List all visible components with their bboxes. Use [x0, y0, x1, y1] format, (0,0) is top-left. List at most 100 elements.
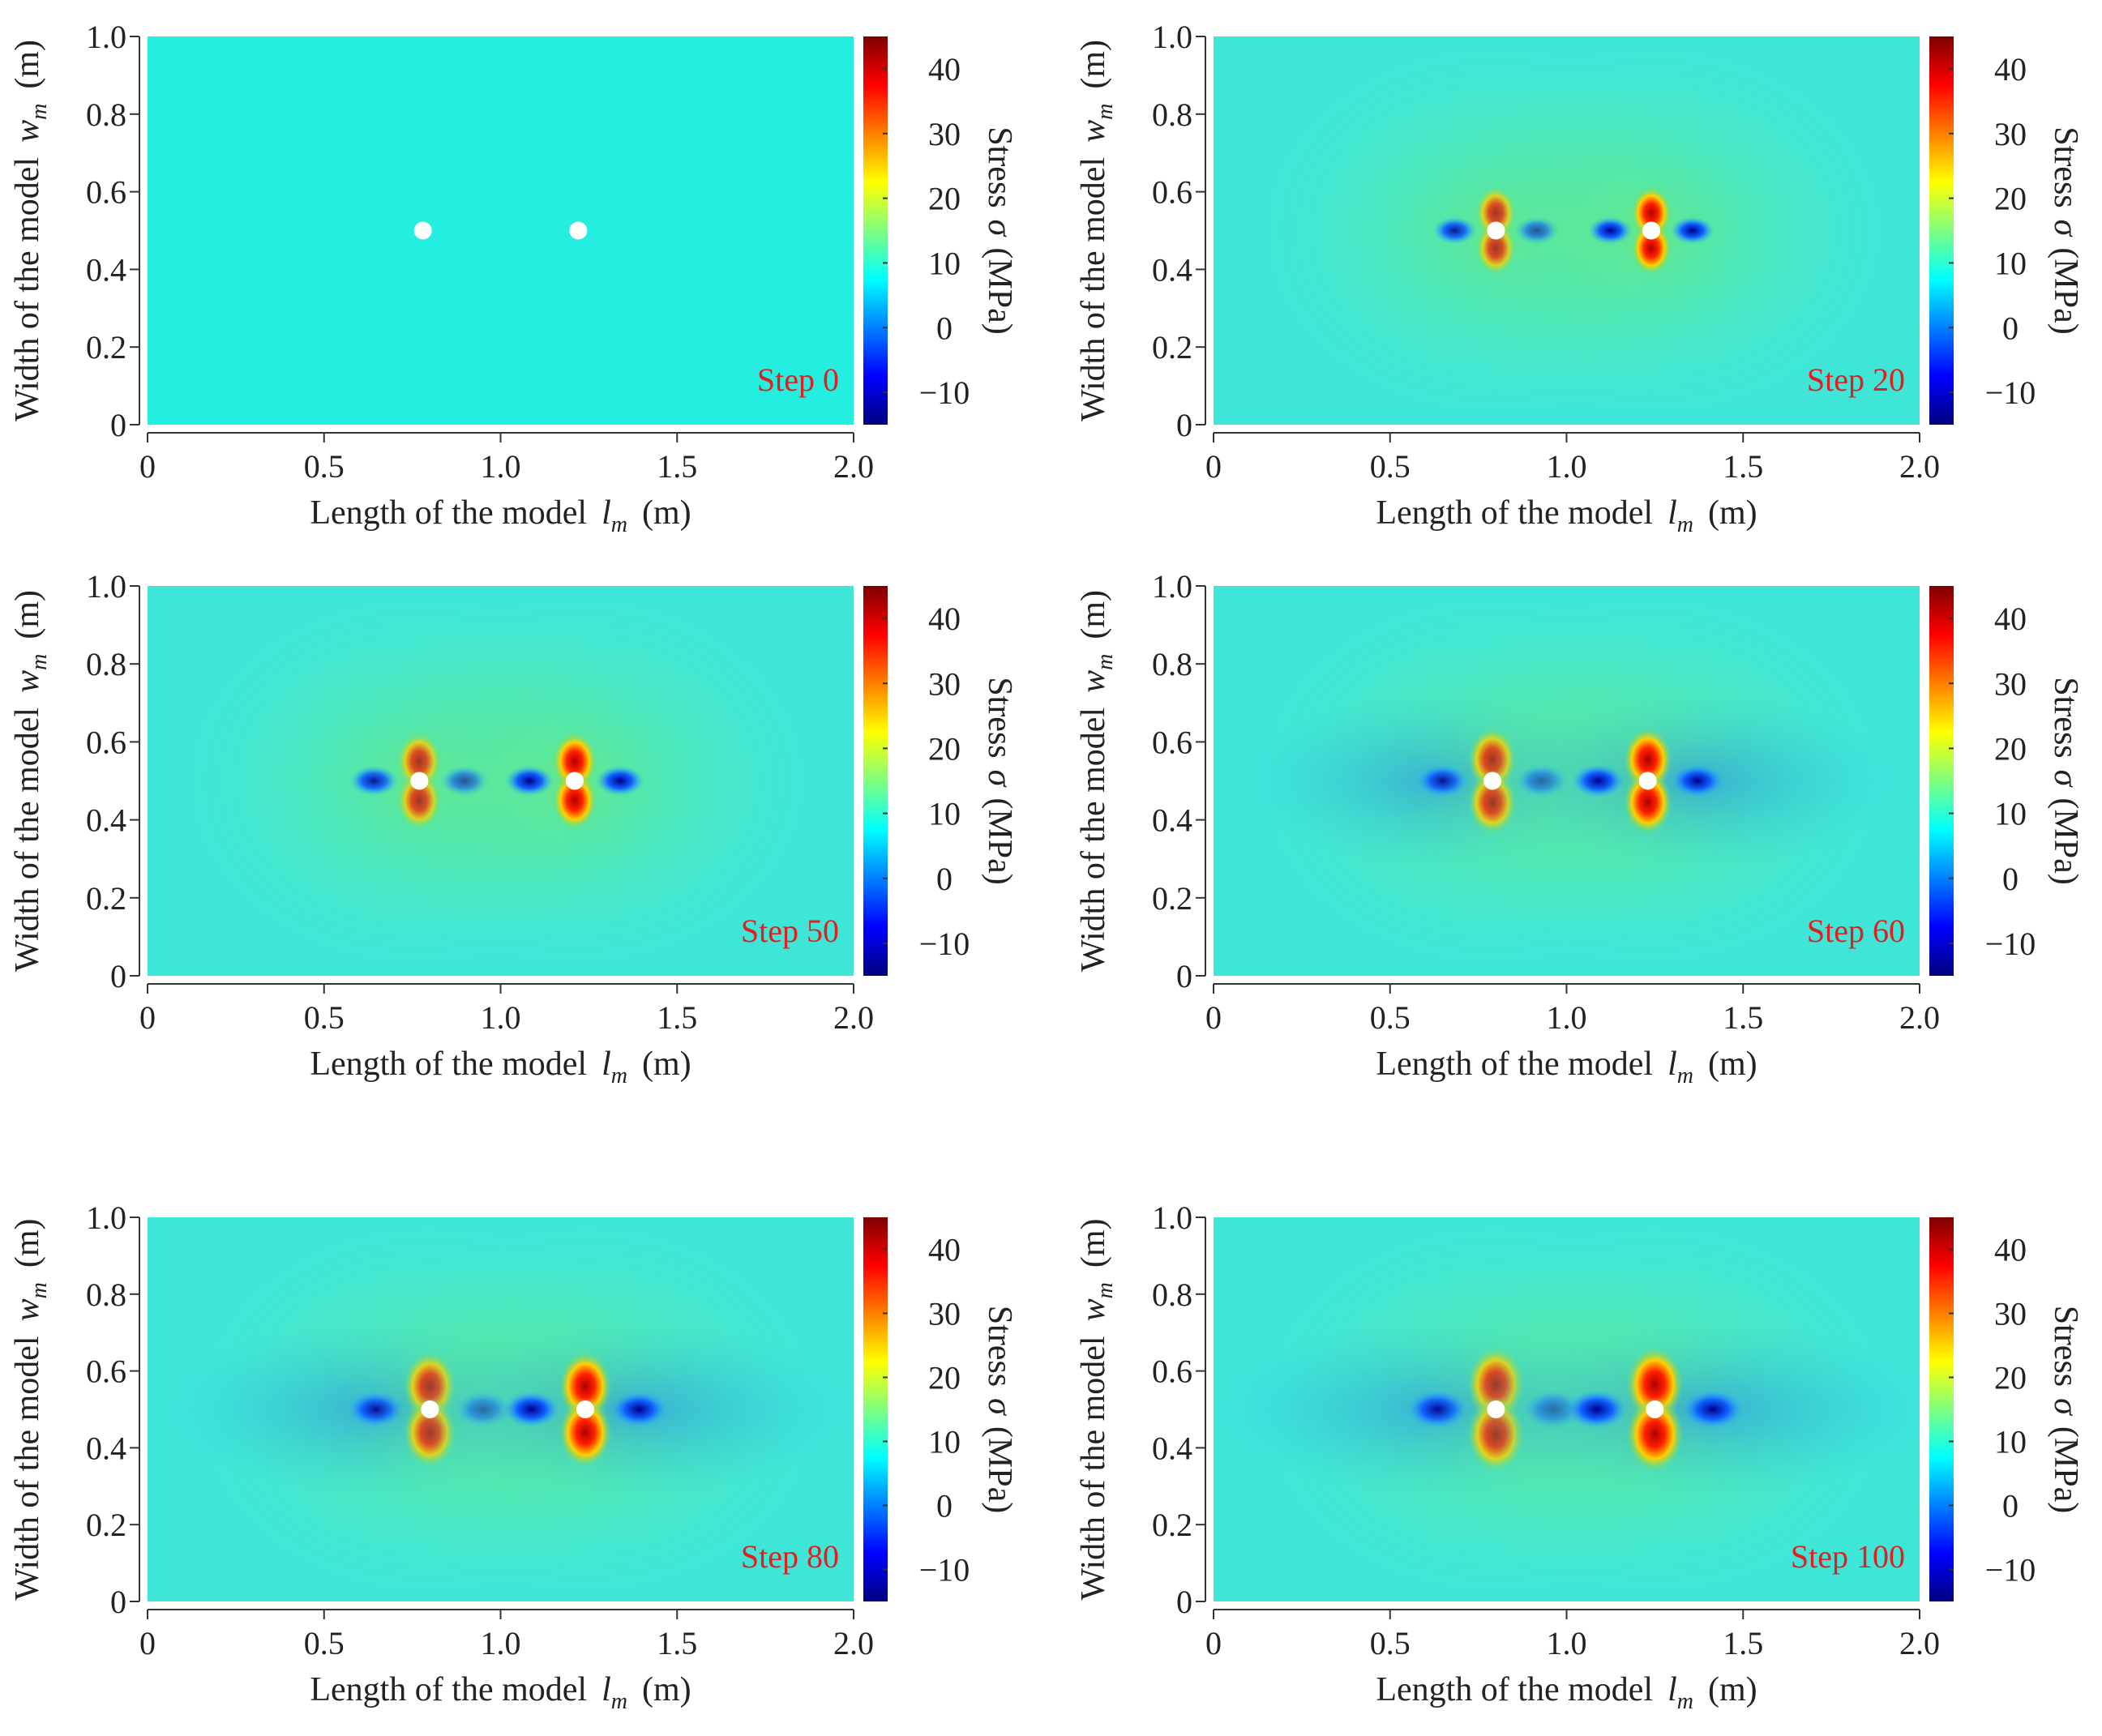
colorbar-tick-label: −10: [1985, 1552, 2036, 1588]
label-unit: (m): [9, 1219, 46, 1268]
y-tick-label: 0.8: [86, 1276, 126, 1313]
label-unit: (m): [642, 494, 691, 532]
x-axis-label: Length of the model lm (m): [310, 494, 691, 537]
x-axis-label: Length of the model lm (m): [1376, 1045, 1757, 1088]
label-text: Length of the model: [1376, 494, 1653, 532]
label-unit: (m): [1708, 1045, 1757, 1083]
step-label: Step 60: [1807, 913, 1905, 949]
colorbar-tick-label: 20: [1994, 181, 2027, 217]
y-tick-label: 1.0: [1152, 19, 1192, 55]
label-unit: (m): [1075, 40, 1112, 89]
colorbar-tick-label: 0: [2002, 861, 2019, 897]
y-axis-label: Width of the model wm (m): [1075, 40, 1118, 421]
hole: [1638, 772, 1657, 790]
colorbar-tick-label: 30: [928, 665, 961, 702]
label-unit: (m): [1708, 1671, 1757, 1708]
label-symbol: w: [1075, 120, 1112, 143]
panel: Step 60 0 0.5 1.0 1.5 2.0 Length of the model l…: [1075, 568, 2084, 1088]
colorbar-tick-label: 10: [928, 245, 961, 281]
x-tick-label: 0: [139, 1625, 156, 1661]
label-subscript: m: [1677, 1689, 1693, 1714]
x-tick-label: 0.5: [304, 448, 345, 485]
label-text: Length of the model: [310, 494, 587, 532]
hot-lobe: [552, 771, 597, 830]
label-subscript: m: [611, 512, 627, 537]
x-axis-label: Length of the model lm (m): [1376, 494, 1757, 537]
colorbar-tick-label: 20: [928, 181, 961, 217]
x-tick-label: 1.5: [657, 1625, 697, 1661]
colorbar-tick-label: 10: [928, 796, 961, 832]
y-axis-label: Width of the model wm (m): [9, 40, 52, 421]
label-subscript: m: [1677, 512, 1693, 537]
y-tick-label: 0.8: [1152, 1276, 1192, 1313]
colorbar-tick-label: 40: [928, 601, 961, 637]
cold-zone: [504, 765, 554, 797]
x-tick-label: 0: [1205, 1625, 1222, 1661]
cold-zone: [503, 1391, 561, 1428]
x-axis-label: Length of the model lm (m): [310, 1045, 691, 1088]
hole: [421, 1400, 439, 1418]
x-tick-label: 0.5: [1370, 1625, 1411, 1661]
label-symbol: w: [9, 1298, 46, 1321]
label-symbol: σ: [981, 220, 1018, 238]
label-symbol: w: [9, 670, 46, 693]
label-symbol: w: [9, 120, 46, 143]
label-unit: (m): [9, 40, 46, 89]
y-tick-label: 0.6: [1152, 1353, 1192, 1390]
stress-field: [148, 36, 854, 425]
hole: [1483, 772, 1502, 790]
x-tick-label: 1.0: [1547, 448, 1587, 485]
panel: Step 100 0 0.5 1.0 1.5 2.0 Length of the model…: [1075, 1199, 2084, 1714]
label-text: Stress: [981, 1306, 1018, 1387]
x-axis-label: Length of the model lm (m): [1376, 1671, 1757, 1714]
colorbar-tick-label: 30: [928, 116, 961, 152]
label-symbol: σ: [2047, 770, 2084, 789]
label-unit: (MPa): [2047, 797, 2084, 884]
label-text: Length of the model: [310, 1671, 587, 1708]
step-label: Step 0: [757, 361, 839, 398]
label-symbol: l: [601, 1045, 611, 1083]
y-tick-label: 0.8: [86, 646, 126, 682]
colorbar-tick-label: 0: [936, 310, 953, 346]
colorbar-tick-label: 10: [1994, 245, 2027, 281]
colorbar-tick-label: 30: [1994, 116, 2027, 152]
x-tick-label: 2.0: [1899, 999, 1940, 1036]
x-axis-label: Length of the model lm (m): [310, 1671, 691, 1714]
y-axis-label: Width of the model wm (m): [9, 590, 52, 972]
colorbar-tick-label: 20: [1994, 730, 2027, 767]
colorbar-tick-label: 10: [1994, 796, 2027, 832]
colorbar-label: Stress σ (MPa): [2047, 126, 2084, 334]
x-tick-label: 2.0: [1899, 448, 1940, 485]
cold-zone: [1681, 1389, 1745, 1430]
cold-zone: [1571, 763, 1625, 798]
label-symbol: σ: [981, 770, 1018, 789]
label-text: Width of the model: [1075, 157, 1112, 421]
hole: [1487, 1400, 1505, 1418]
colorbar-tick-label: 0: [936, 1488, 953, 1524]
y-axis-label: Width of the model wm (m): [1075, 590, 1118, 972]
x-tick-label: 1.0: [481, 448, 521, 485]
y-tick-label: 1.0: [1152, 568, 1192, 605]
colorbar: [1929, 1217, 1954, 1601]
x-tick-label: 2.0: [1899, 1625, 1940, 1661]
step-label: Step 80: [741, 1538, 839, 1575]
colorbar-tick-label: −10: [1985, 926, 2036, 962]
x-tick-label: 0.5: [304, 999, 345, 1036]
x-tick-label: 0: [139, 448, 156, 485]
hole: [569, 221, 588, 240]
label-symbol: l: [1667, 1671, 1677, 1708]
colorbar-tick-label: −10: [1985, 374, 2036, 411]
cold-zone: [1588, 216, 1633, 245]
step-label: Step 50: [741, 913, 839, 949]
colorbar-tick-label: 10: [1994, 1424, 2027, 1460]
hot-lobe: [1626, 1396, 1684, 1473]
label-text: Width of the model: [9, 708, 46, 972]
colorbar: [1929, 586, 1954, 976]
y-tick-label: 1.0: [86, 19, 126, 55]
label-symbol: w: [1075, 670, 1112, 693]
label-symbol: l: [601, 1671, 611, 1708]
colorbar-tick-label: 0: [936, 861, 953, 897]
y-tick-label: 0.4: [1152, 1430, 1192, 1466]
label-unit: (MPa): [2047, 247, 2084, 334]
